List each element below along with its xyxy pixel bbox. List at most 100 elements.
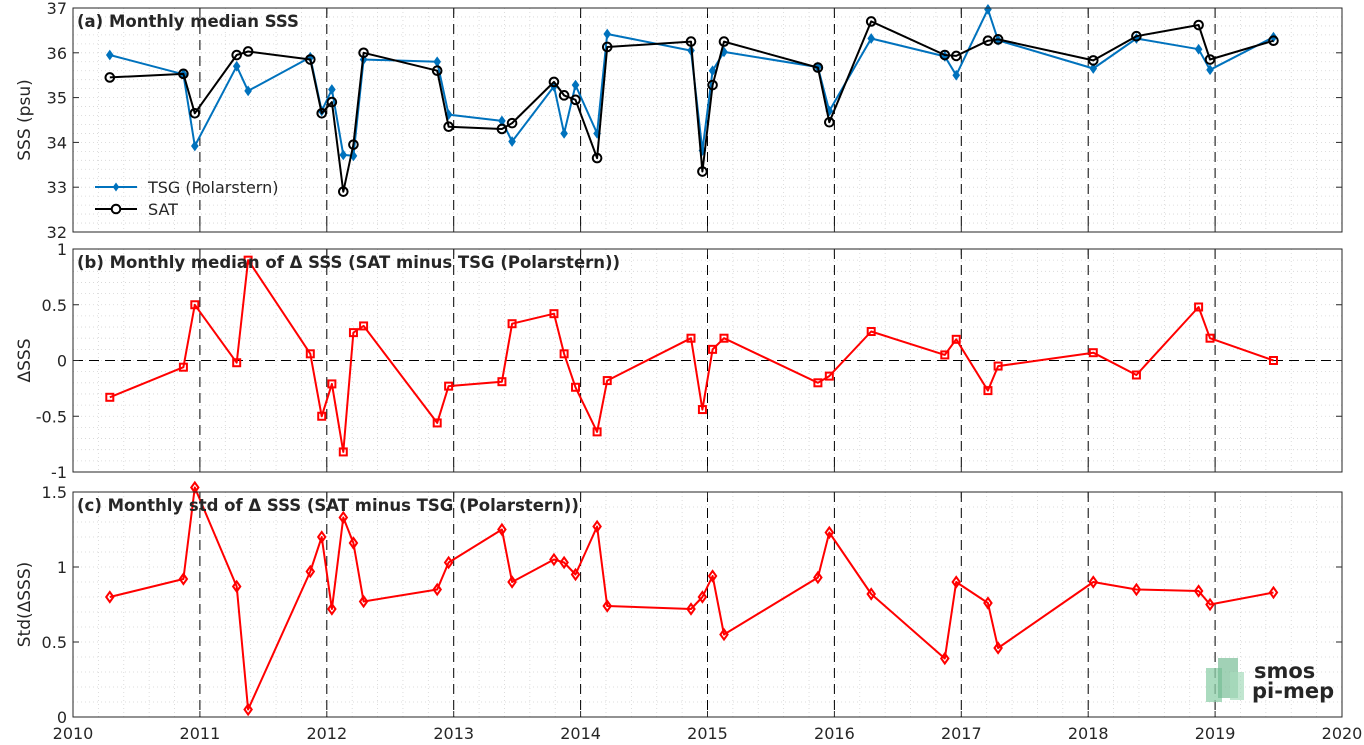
data-point xyxy=(982,35,994,47)
data-point xyxy=(339,149,348,161)
ticks xyxy=(72,491,1343,718)
data-point xyxy=(359,321,369,331)
data-point xyxy=(866,587,877,601)
y-tick-label: 0 xyxy=(57,352,67,371)
data-point xyxy=(813,570,823,585)
data-point xyxy=(242,46,254,57)
data-point xyxy=(939,651,950,666)
data-point xyxy=(708,344,718,354)
data-point xyxy=(1268,35,1279,47)
y-axis-label: SSS (psu) xyxy=(15,79,35,160)
data-point xyxy=(431,65,443,77)
data-point xyxy=(1205,333,1215,343)
data-point xyxy=(316,107,328,119)
data-point xyxy=(338,510,349,525)
data-point xyxy=(993,641,1003,655)
data-point xyxy=(305,349,315,359)
data-point xyxy=(707,569,718,583)
data-point xyxy=(104,72,116,83)
y-tick-label: -0.5 xyxy=(36,407,67,426)
x-tick-label: 2017 xyxy=(941,724,982,743)
series-sat xyxy=(104,16,1279,197)
data-point xyxy=(571,382,581,392)
y-tick-label: 32 xyxy=(47,223,67,242)
data-point xyxy=(1194,43,1203,55)
data-point xyxy=(443,121,454,133)
y-tick-label: 34 xyxy=(47,133,67,152)
ticks xyxy=(72,248,1343,473)
data-point xyxy=(496,123,508,135)
data-point xyxy=(570,567,581,582)
data-point xyxy=(328,84,336,95)
data-point xyxy=(950,50,962,62)
data-point xyxy=(317,411,327,421)
panel-title: (b) Monthly median of Δ SSS (SAT minus T… xyxy=(77,253,620,272)
data-point xyxy=(231,49,243,61)
data-point xyxy=(1205,597,1215,612)
data-point xyxy=(443,555,454,570)
data-point xyxy=(812,62,824,73)
data-point xyxy=(939,49,951,61)
data-point xyxy=(348,536,359,550)
x-tick-label: 2013 xyxy=(433,724,474,743)
data-point xyxy=(1268,356,1278,365)
data-point xyxy=(1131,30,1142,42)
data-point xyxy=(697,166,708,177)
data-point xyxy=(951,575,962,589)
x-tick-label: 2011 xyxy=(180,724,221,743)
y-axis-label: Std(ΔSSS) xyxy=(15,562,35,648)
year-lines xyxy=(199,249,1216,472)
smos-pi-mep-logo: smos pi-mep xyxy=(1206,658,1334,703)
chart-panels: 32 33 34 35 36 37 SSS (psu) (a) Monthly median … xyxy=(15,0,1362,743)
data-point xyxy=(559,555,569,570)
data-point xyxy=(105,49,114,61)
data-point xyxy=(497,522,507,537)
data-point xyxy=(548,76,560,88)
data-point xyxy=(1193,19,1204,31)
data-point xyxy=(560,128,568,139)
data-point xyxy=(1206,64,1214,76)
y-axis-label: ΔSSS xyxy=(15,338,35,382)
data-point xyxy=(243,255,253,265)
data-point xyxy=(1204,54,1216,65)
data-point xyxy=(1268,585,1279,600)
logo-block-3 xyxy=(1230,672,1244,700)
panel-c: 0 0.5 1 1.5 2010 2011 2012 2013 2014 2015 2016 2017… xyxy=(15,480,1362,743)
data-point xyxy=(232,60,241,72)
data-point xyxy=(549,309,559,319)
data-point xyxy=(824,525,835,540)
series-delta-b xyxy=(105,255,1278,457)
data-point xyxy=(338,447,348,457)
data-point xyxy=(549,552,559,567)
y-tick-label: 36 xyxy=(47,44,67,63)
y-tick-label: -1 xyxy=(51,463,67,482)
data-point xyxy=(603,28,612,40)
x-tick-label: 2018 xyxy=(1068,724,1109,743)
data-point xyxy=(867,33,876,44)
data-point xyxy=(232,358,242,368)
data-point xyxy=(104,590,115,604)
legend-marker xyxy=(112,182,120,192)
data-point xyxy=(940,350,950,360)
series-line xyxy=(109,486,1274,711)
y-tick-label: 33 xyxy=(47,178,67,197)
data-point xyxy=(358,594,369,609)
series-delta-c xyxy=(104,480,1279,717)
data-point xyxy=(244,85,252,97)
data-point xyxy=(570,94,581,106)
data-point xyxy=(432,418,442,428)
ticks xyxy=(72,7,1343,233)
logo-text-line2: pi-mep xyxy=(1252,679,1334,703)
data-point xyxy=(1089,63,1098,74)
data-point xyxy=(951,334,961,344)
data-point xyxy=(444,381,454,391)
data-point xyxy=(686,602,696,616)
data-point xyxy=(558,90,570,101)
logo-text-line1: smos xyxy=(1254,659,1315,683)
data-point xyxy=(719,333,729,343)
data-point xyxy=(506,117,518,129)
data-point xyxy=(348,328,358,338)
y-tick-label: 37 xyxy=(47,0,67,18)
panel-b: -1 -0.5 0 0.5 1 ΔSSS (b) Monthly median of Δ S… xyxy=(15,240,1343,482)
